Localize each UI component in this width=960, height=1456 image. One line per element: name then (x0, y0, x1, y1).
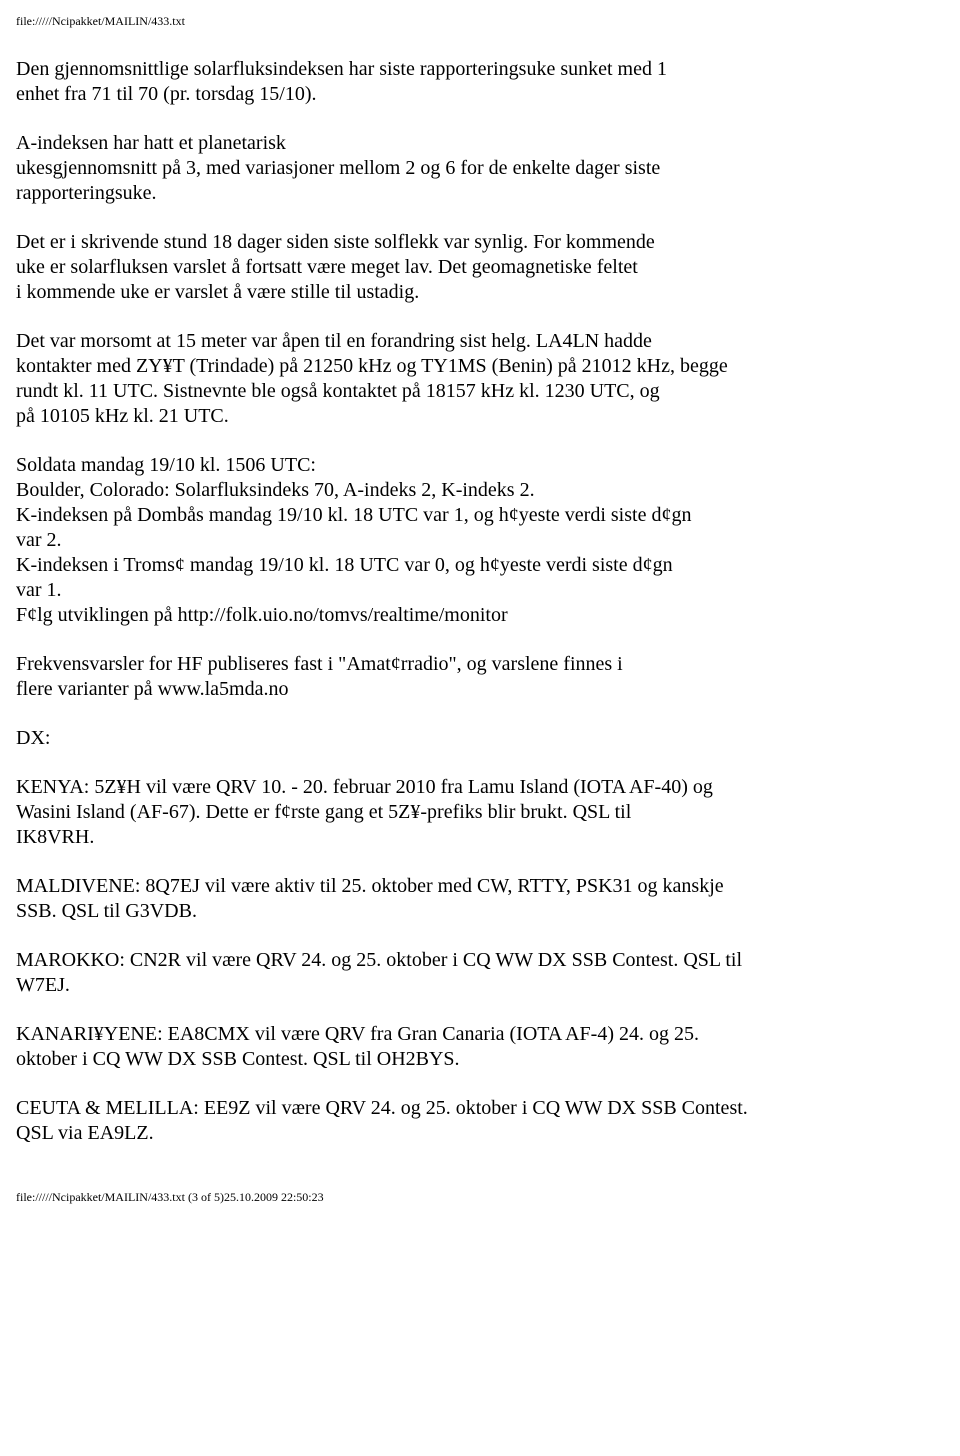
text-line: Det er i skrivende stund 18 dager siden … (16, 230, 944, 255)
text-line: flere varianter på www.la5mda.no (16, 677, 944, 702)
text-line: DX: (16, 726, 944, 751)
text-line: A-indeksen har hatt et planetarisk (16, 131, 944, 156)
paragraph: CEUTA & MELILLA: EE9Z vil være QRV 24. o… (16, 1096, 944, 1146)
header-file-path: file://///Ncipakket/MAILIN/433.txt (16, 14, 944, 29)
paragraph: Det er i skrivende stund 18 dager siden … (16, 230, 944, 305)
paragraph: Den gjennomsnittlige solarfluksindeksen … (16, 57, 944, 107)
text-line: rapporteringsuke. (16, 181, 944, 206)
text-line: på 10105 kHz kl. 21 UTC. (16, 404, 944, 429)
text-line: KENYA: 5Z¥H vil være QRV 10. - 20. febru… (16, 775, 944, 800)
text-line: ukesgjennomsnitt på 3, med variasjoner m… (16, 156, 944, 181)
paragraph: A-indeksen har hatt et planetarisk ukesg… (16, 131, 944, 206)
paragraph: MAROKKO: CN2R vil være QRV 24. og 25. ok… (16, 948, 944, 998)
text-line: MAROKKO: CN2R vil være QRV 24. og 25. ok… (16, 948, 944, 973)
text-line: KANARI¥YENE: EA8CMX vil være QRV fra Gra… (16, 1022, 944, 1047)
text-line: uke er solarfluksen varslet å fortsatt v… (16, 255, 944, 280)
text-line: K-indeksen på Dombås mandag 19/10 kl. 18… (16, 503, 944, 528)
text-line: Frekvensvarsler for HF publiseres fast i… (16, 652, 944, 677)
paragraph: KENYA: 5Z¥H vil være QRV 10. - 20. febru… (16, 775, 944, 850)
paragraph: KANARI¥YENE: EA8CMX vil være QRV fra Gra… (16, 1022, 944, 1072)
text-line: Den gjennomsnittlige solarfluksindeksen … (16, 57, 944, 82)
paragraph: Det var morsomt at 15 meter var åpen til… (16, 329, 944, 429)
text-line: Boulder, Colorado: Solarfluksindeks 70, … (16, 478, 944, 503)
paragraph: DX: (16, 726, 944, 751)
text-line: rundt kl. 11 UTC. Sistnevnte ble også ko… (16, 379, 944, 404)
text-line: Soldata mandag 19/10 kl. 1506 UTC: (16, 453, 944, 478)
text-line: i kommende uke er varslet å være stille … (16, 280, 944, 305)
text-line: K-indeksen i Troms¢ mandag 19/10 kl. 18 … (16, 553, 944, 578)
text-line: enhet fra 71 til 70 (pr. torsdag 15/10). (16, 82, 944, 107)
text-line: MALDIVENE: 8Q7EJ vil være aktiv til 25. … (16, 874, 944, 899)
document-page: file://///Ncipakket/MAILIN/433.txt Den g… (0, 0, 960, 1225)
paragraph: Frekvensvarsler for HF publiseres fast i… (16, 652, 944, 702)
text-line: var 1. (16, 578, 944, 603)
paragraph: Soldata mandag 19/10 kl. 1506 UTC: Bould… (16, 453, 944, 628)
text-line: Wasini Island (AF-67). Dette er f¢rste g… (16, 800, 944, 825)
text-line: F¢lg utviklingen på http://folk.uio.no/t… (16, 603, 944, 628)
text-line: SSB. QSL til G3VDB. (16, 899, 944, 924)
text-line: W7EJ. (16, 973, 944, 998)
text-line: IK8VRH. (16, 825, 944, 850)
text-line: CEUTA & MELILLA: EE9Z vil være QRV 24. o… (16, 1096, 944, 1121)
text-line: var 2. (16, 528, 944, 553)
text-line: kontakter med ZY¥T (Trindade) på 21250 k… (16, 354, 944, 379)
text-line: oktober i CQ WW DX SSB Contest. QSL til … (16, 1047, 944, 1072)
paragraph: MALDIVENE: 8Q7EJ vil være aktiv til 25. … (16, 874, 944, 924)
text-line: QSL via EA9LZ. (16, 1121, 944, 1146)
text-line: Det var morsomt at 15 meter var åpen til… (16, 329, 944, 354)
footer-file-path: file://///Ncipakket/MAILIN/433.txt (3 of… (16, 1190, 944, 1205)
